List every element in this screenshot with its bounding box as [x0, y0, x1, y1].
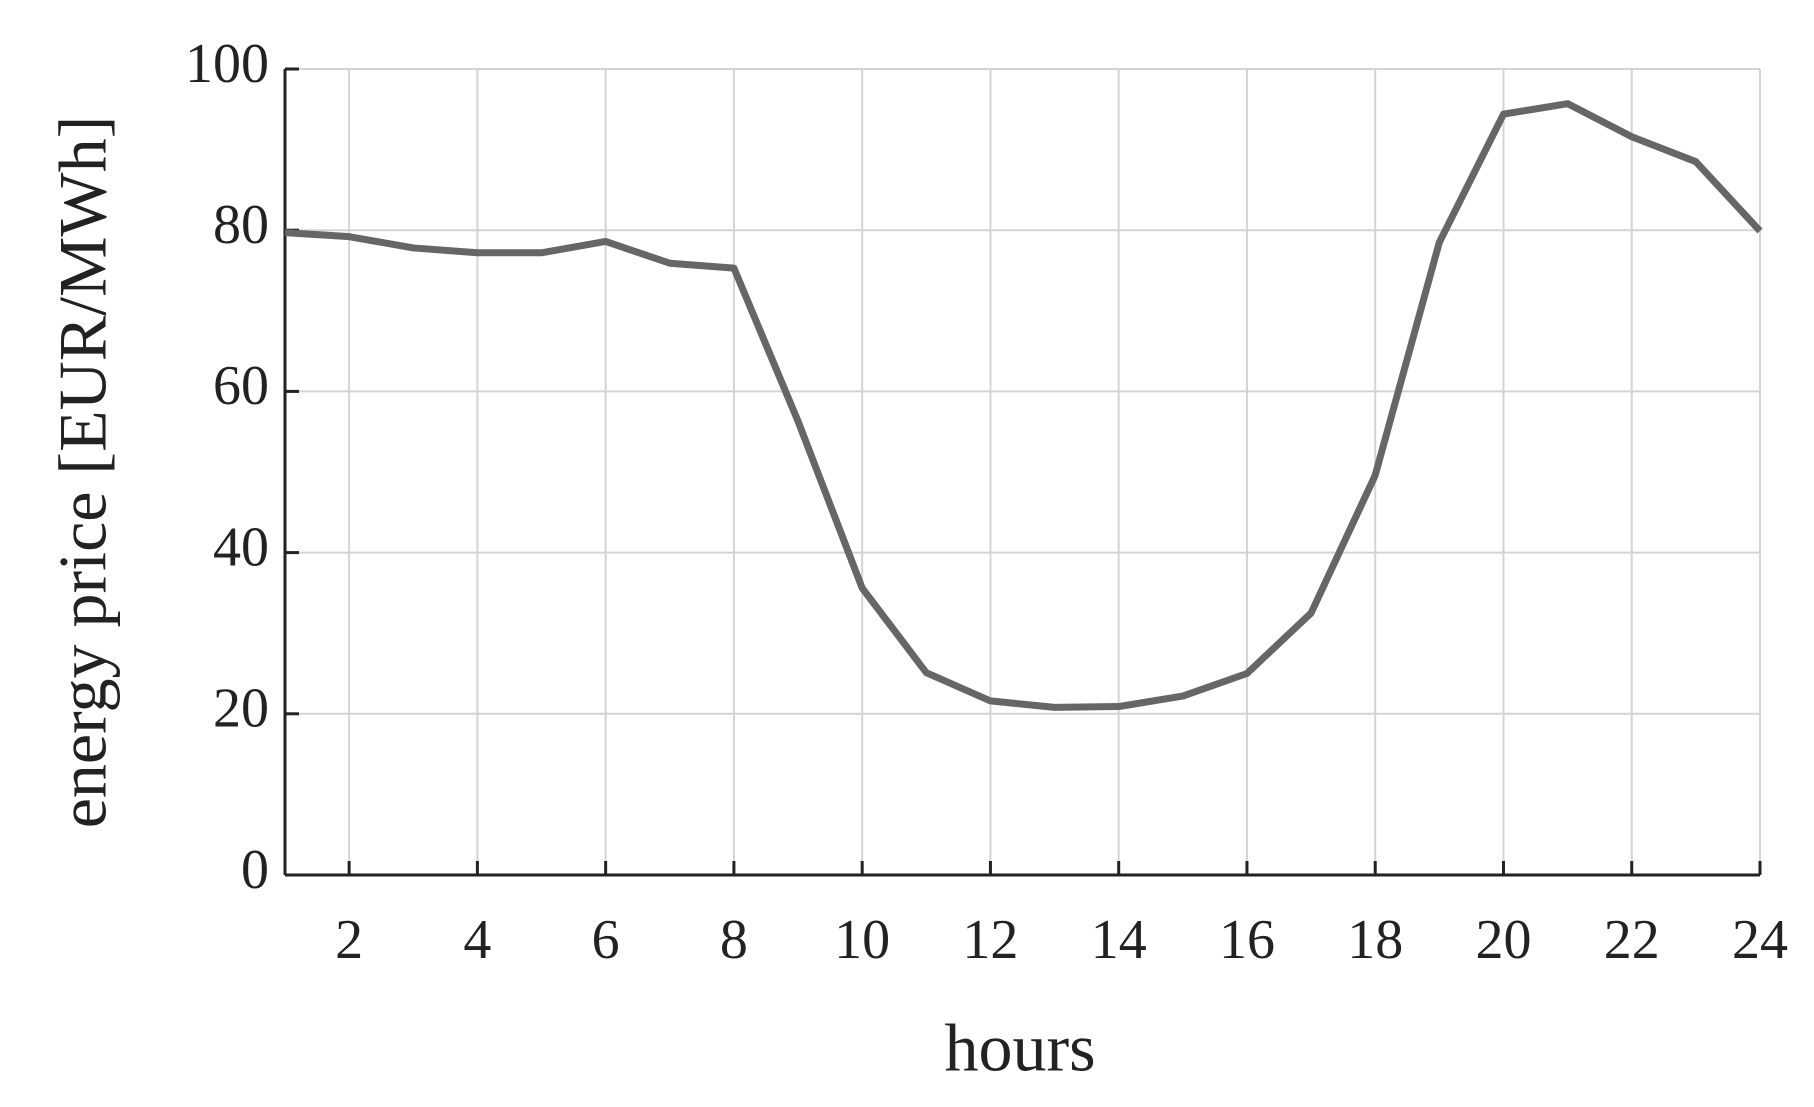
x-axis-label: hours — [944, 1010, 1095, 1086]
x-tick-label: 4 — [463, 909, 491, 971]
y-tick-label: 100 — [185, 33, 269, 95]
y-axis-label: energy price [EUR/MWh] — [45, 116, 121, 829]
y-tick-label: 40 — [213, 516, 269, 578]
x-tick-label: 20 — [1475, 909, 1531, 971]
x-tick-label: 2 — [335, 909, 363, 971]
line-series — [284, 100, 1763, 711]
y-tick-label: 60 — [213, 355, 269, 417]
y-tick-label: 80 — [213, 194, 269, 256]
x-tick-label: 10 — [834, 909, 890, 971]
y-tick-label: 20 — [213, 678, 269, 740]
x-tick-label: 6 — [592, 909, 620, 971]
x-tick-label: 24 — [1732, 909, 1788, 971]
y-tick-label: 0 — [241, 839, 269, 901]
x-tick-label: 14 — [1091, 909, 1147, 971]
x-tick-label: 12 — [962, 909, 1018, 971]
x-tick-label: 18 — [1347, 909, 1403, 971]
x-tick-label: 22 — [1604, 909, 1660, 971]
x-tick-label: 16 — [1219, 909, 1275, 971]
x-tick-label: 8 — [720, 909, 748, 971]
